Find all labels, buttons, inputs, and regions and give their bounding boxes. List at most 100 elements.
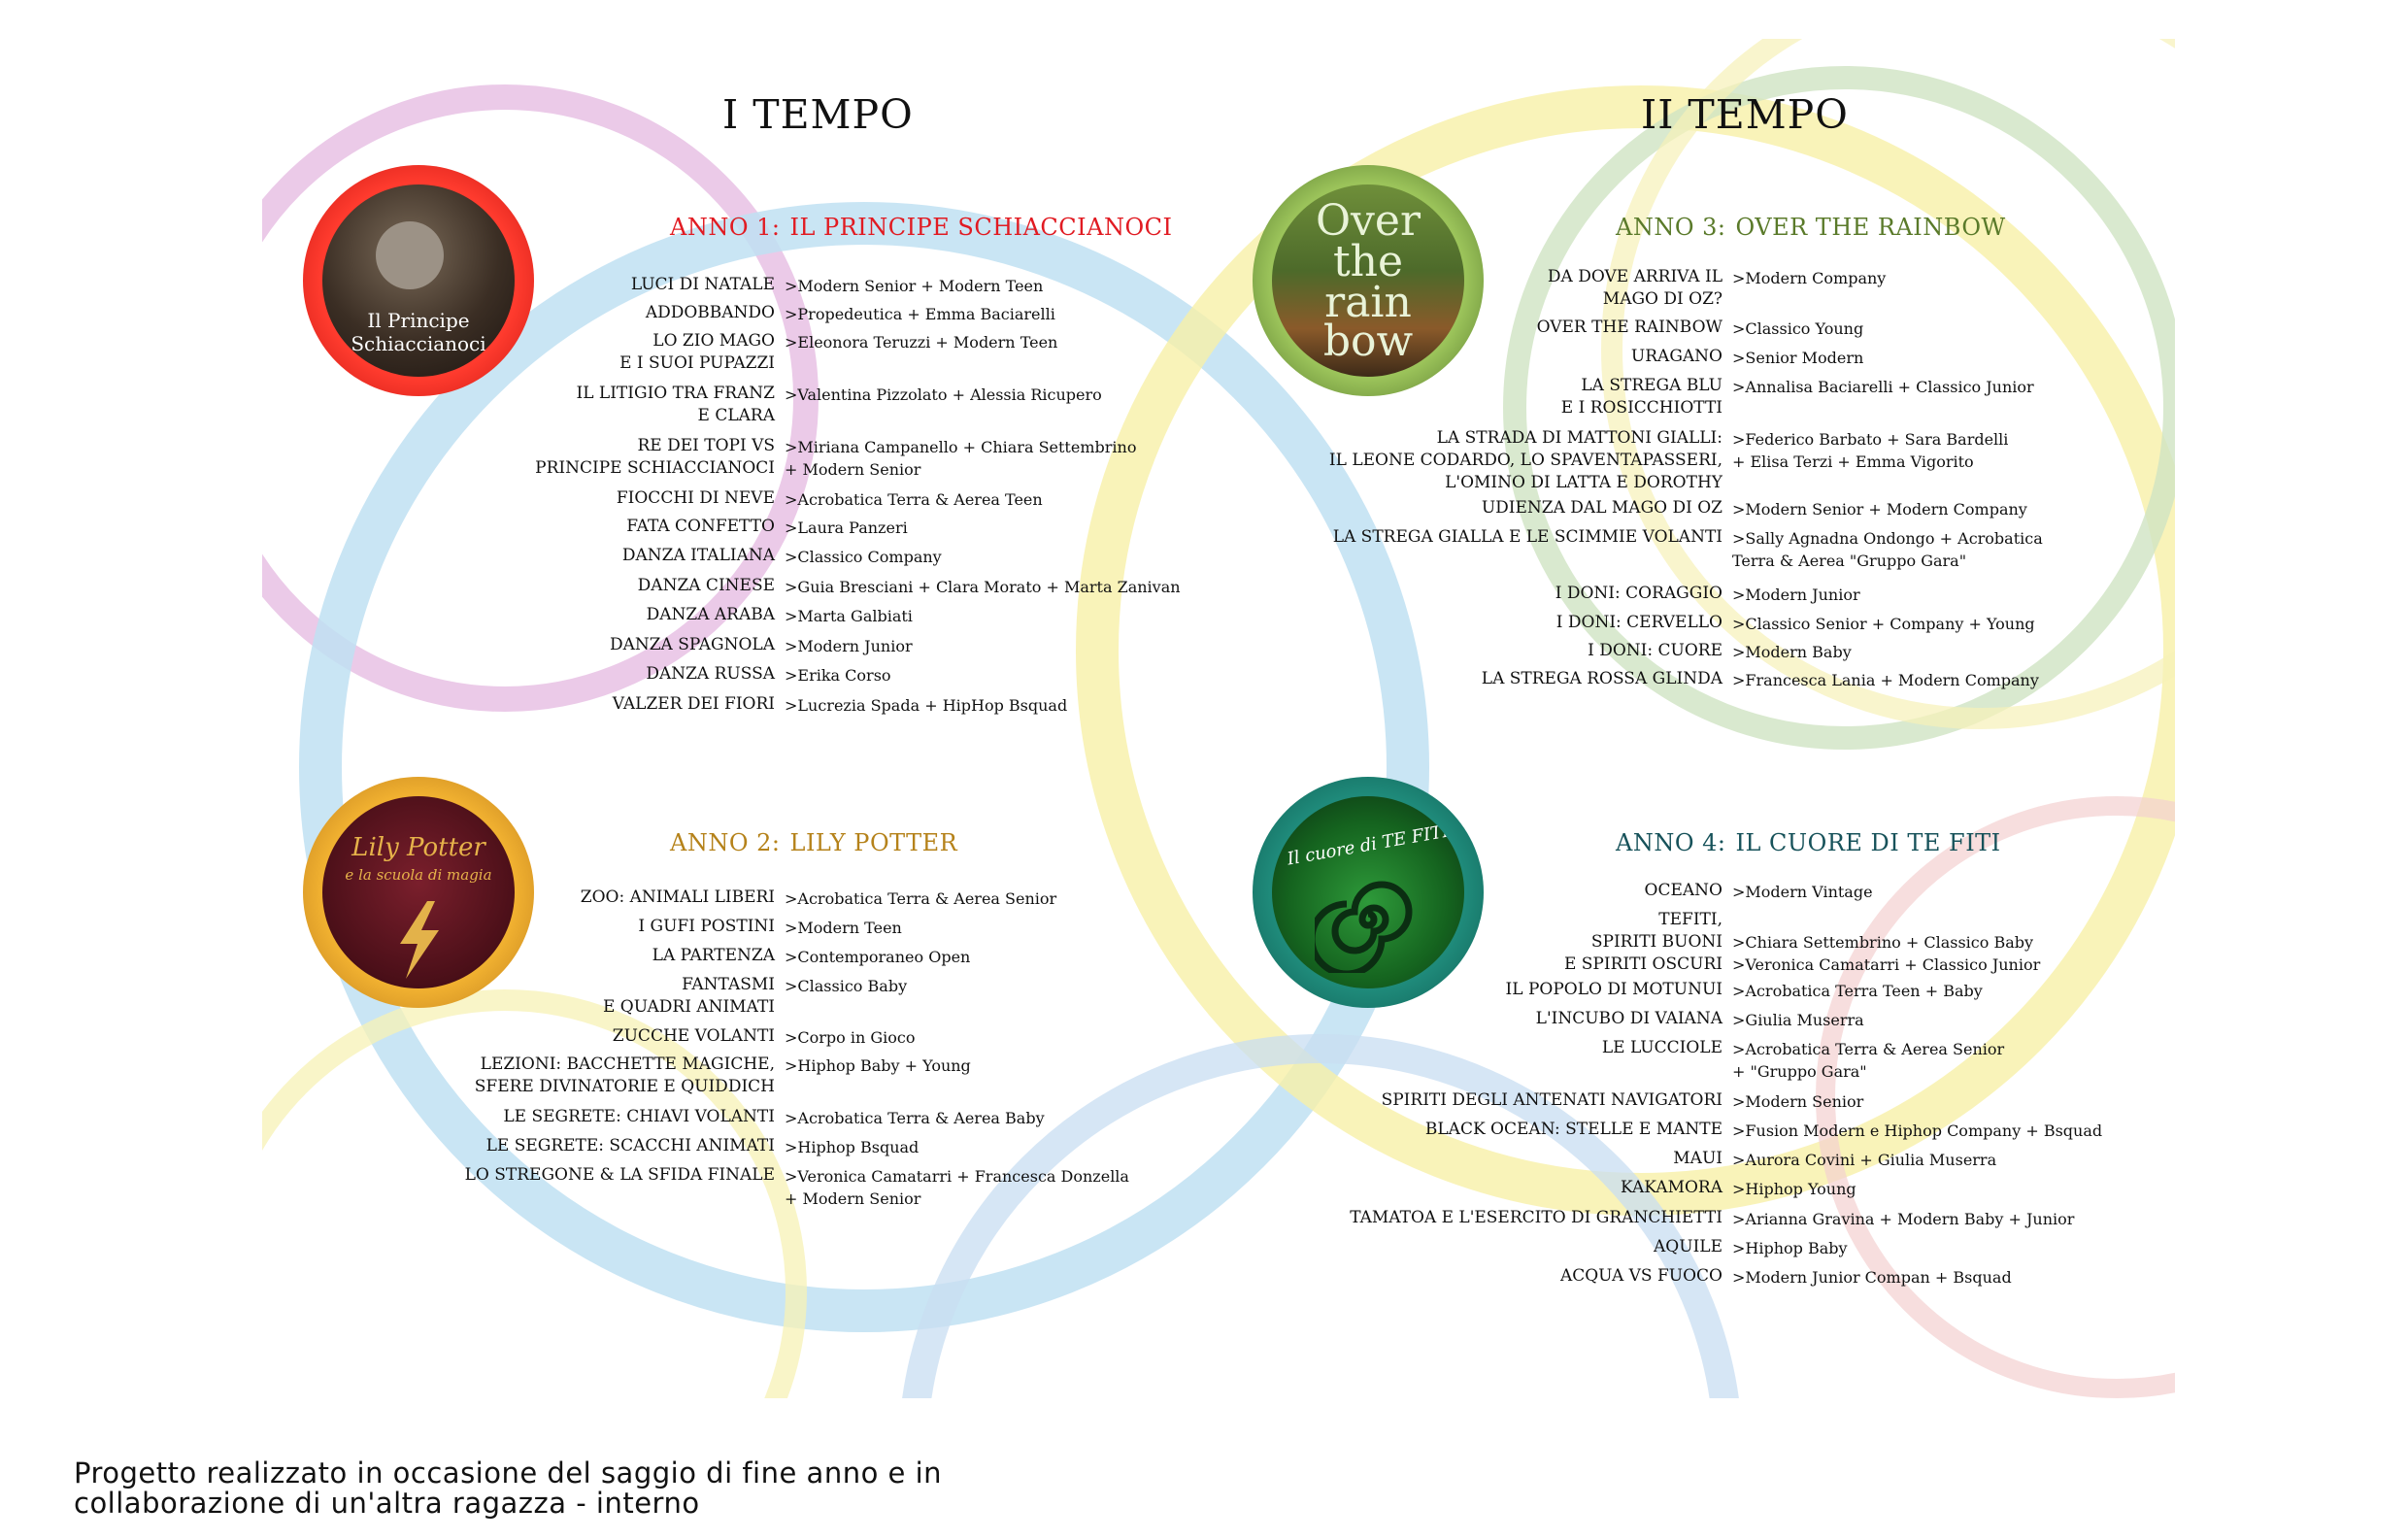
act-1-3: LO ZIO MAGO E I SUOI PUPAZZI	[619, 331, 775, 373]
over-the-rainbow-medal: Over the rain bow	[1253, 165, 1484, 396]
perf-2-7: >Acrobatica Terra & Aerea Baby	[785, 1109, 1045, 1127]
perf-3-1: >Modern Company	[1732, 269, 1887, 287]
section-2-name: LILY POTTER	[789, 829, 958, 856]
act-2-7: LE SEGRETE: CHIAVI VOLANTI	[503, 1107, 775, 1126]
perf-2-6: >Hiphop Baby + Young	[785, 1056, 971, 1075]
perf-2-5: >Corpo in Gioco	[785, 1028, 916, 1047]
nutcracker-face-icon	[376, 221, 444, 289]
act-3-1: DA DOVE ARRIVA IL MAGO DI OZ?	[1547, 267, 1722, 309]
section-3-year: ANNO 3:	[1616, 214, 1726, 241]
perf-2-4: >Classico Baby	[785, 977, 908, 995]
ring-blue-2	[902, 1034, 1739, 1398]
lily-potter-image: Lily Potter e la scuola di magia	[322, 796, 515, 988]
act-4-2: TEFITI, SPIRITI BUONI E SPIRITI OSCURI	[1563, 910, 1722, 974]
ring-yellow-2	[1601, 39, 2175, 729]
act-3-10: I DONI: CUORE	[1588, 641, 1722, 660]
act-1-9: DANZA CINESE	[637, 576, 775, 595]
perf-1-13: >Lucrezia Spada + HipHop Bsquad	[785, 696, 1068, 715]
act-1-6: FIOCCHI DI NEVE	[616, 488, 775, 508]
lily-potter-medal: Lily Potter e la scuola di magia	[303, 777, 534, 1008]
act-3-4: LA STREGA BLU E I ROSICCHIOTTI	[1560, 376, 1722, 418]
act-4-11: AQUILE	[1654, 1237, 1722, 1256]
act-3-5: LA STRADA DI MATTONI GIALLI: IL LEONE CO…	[1328, 428, 1722, 492]
act-4-6: SPIRITI DEGLI ANTENATI NAVIGATORI	[1381, 1090, 1722, 1110]
act-3-8: I DONI: CORAGGIO	[1555, 584, 1722, 603]
act-1-8: DANZA ITALIANA	[621, 546, 775, 565]
medal-3-line-4: bow	[1322, 317, 1414, 366]
act-2-2: I GUFI POSTINI	[638, 917, 775, 936]
act-3-9: I DONI: CERVELLO	[1555, 613, 1722, 632]
ring-pink-2	[1816, 796, 2175, 1398]
act-1-12: DANZA RUSSA	[646, 664, 775, 684]
section-4-year: ANNO 4:	[1616, 829, 1726, 856]
perf-4-1: >Modern Vintage	[1732, 883, 1873, 901]
lightning-bolt-icon	[400, 901, 439, 979]
perf-2-9: >Veronica Camatarri + Francesca Donzella…	[785, 1167, 1129, 1208]
medal-1-line-2: Schiaccianoci	[351, 332, 486, 355]
spiral-icon	[1315, 881, 1413, 973]
perf-3-3: >Senior Modern	[1732, 349, 1864, 367]
perf-2-1: >Acrobatica Terra & Aerea Senior	[785, 889, 1057, 908]
act-2-3: LA PARTENZA	[652, 946, 775, 965]
act-4-9: KAKAMORA	[1621, 1178, 1722, 1197]
section-1-name: IL PRINCIPE SCHIACCIANOCI	[789, 214, 1173, 241]
perf-4-5: >Acrobatica Terra & Aerea Senior + "Grup…	[1732, 1040, 2005, 1081]
ring-green	[1503, 66, 2175, 750]
perf-4-7: >Fusion Modern e Hiphop Company + Bsquad	[1732, 1122, 2103, 1140]
act-4-8: MAUI	[1673, 1149, 1722, 1168]
section-4-title: ANNO 4: IL CUORE DI TE FITI	[1616, 829, 2001, 856]
medal-3-line-2: the	[1332, 237, 1404, 286]
section-2-year: ANNO 2:	[670, 829, 781, 856]
ring-yellow-3	[262, 989, 807, 1398]
perf-4-11: >Hiphop Baby	[1732, 1239, 1848, 1257]
act-3-7: LA STREGA GIALLA E LE SCIMMIE VOLANTI	[1332, 527, 1722, 547]
second-half-heading: II TEMPO	[1641, 91, 1849, 138]
perf-1-6: >Acrobatica Terra & Aerea Teen	[785, 490, 1043, 509]
act-4-7: BLACK OCEAN: STELLE E MANTE	[1424, 1120, 1722, 1139]
perf-2-8: >Hiphop Bsquad	[785, 1138, 920, 1156]
perf-4-9: >Hiphop Young	[1732, 1180, 1856, 1198]
te-fiti-medal: Il cuore di TE FITI	[1253, 777, 1484, 1008]
perf-4-3: >Acrobatica Terra Teen + Baby	[1732, 982, 1983, 1000]
perf-4-4: >Giulia Muserra	[1732, 1011, 1864, 1029]
section-2-title: ANNO 2: LILY POTTER	[670, 829, 957, 856]
medal-3-line-1: Over	[1315, 196, 1421, 246]
act-1-7: FATA CONFETTO	[626, 517, 775, 536]
section-4-name: IL CUORE DI TE FITI	[1735, 829, 2001, 856]
nutcracker-image: Il Principe Schiaccianoci	[322, 184, 515, 377]
project-caption: Progetto realizzato in occasione del sag…	[74, 1456, 943, 1520]
act-4-4: L'INCUBO di VAIANA	[1535, 1009, 1722, 1028]
perf-3-11: >Francesca Lania + Modern Company	[1732, 671, 2039, 689]
te-fiti-image: Il cuore di TE FITI	[1272, 796, 1464, 988]
act-3-6: UDIENZA DAL MAGO DI OZ	[1481, 498, 1722, 518]
act-4-12: ACQUA VS FUOCO	[1559, 1266, 1722, 1286]
perf-3-2: >Classico Young	[1732, 319, 1864, 338]
perf-1-8: >Classico Company	[785, 548, 942, 566]
first-half-heading: I TEMPO	[722, 91, 914, 138]
perf-1-7: >Laura Panzeri	[785, 519, 908, 537]
perf-1-12: >Erika Corso	[785, 666, 891, 685]
act-1-2: ADDOBBANDO	[645, 303, 775, 322]
section-3-title: ANNO 3: OVER THE RAINBOW	[1616, 214, 2006, 241]
act-2-5: ZUCCHE VOLANTI	[612, 1026, 775, 1046]
perf-3-7: >Sally Agnadna Ondongo + Acrobatica Terr…	[1732, 529, 2043, 570]
section-1-title: ANNO 1: IL PRINCIPE SCHIACCIANOCI	[670, 214, 1173, 241]
perf-1-5: >Miriana Campanello + Chiara Settembrino…	[785, 438, 1137, 479]
act-1-13: VALZER DEI FIORI	[612, 694, 775, 714]
perf-3-6: >Modern Senior + Modern Company	[1732, 500, 2027, 519]
act-2-1: ZOO: ANIMALI LIBERI	[580, 887, 775, 907]
perf-4-8: >Aurora Covini + Giulia Muserra	[1732, 1151, 1997, 1169]
act-4-5: LE LUCCIOLE	[1601, 1038, 1722, 1057]
act-2-6: LEZIONI: BACCHETTE MAGICHE, SFERE DIVINA…	[474, 1055, 775, 1096]
section-3-name: OVER THE RAINBOW	[1735, 214, 2006, 241]
ring-blue-1	[299, 202, 1429, 1332]
act-2-9: LO STREGONE & LA SFIDA FINALE	[464, 1165, 775, 1185]
act-2-4: FANTASMI E QUADRI ANIMATI	[602, 975, 775, 1017]
perf-2-3: >Contemporaneo Open	[785, 948, 971, 966]
perf-3-4: >Annalisa Baciarelli + Classico Junior	[1732, 378, 2034, 396]
act-1-4: IL LITIGIO TRA FRANZ E CLARA	[576, 384, 775, 425]
perf-4-6: >Modern Senior	[1732, 1092, 1864, 1111]
section-1-year: ANNO 1:	[670, 214, 781, 241]
perf-1-4: >Valentina Pizzolato + Alessia Ricupero	[785, 385, 1102, 404]
